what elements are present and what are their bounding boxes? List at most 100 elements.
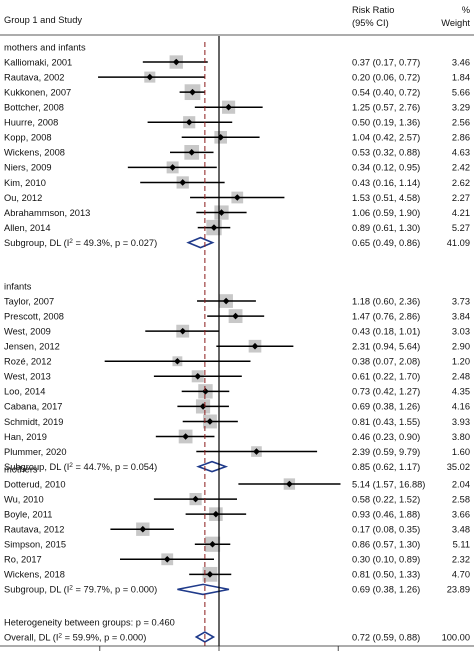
subgroup-weight: 41.09 [447, 238, 470, 248]
study-label: Bottcher, 2008 [4, 103, 64, 113]
study-point [163, 556, 171, 563]
overall-effect-ci: 0.72 (0.59, 0.88) [352, 632, 420, 642]
study-weight: 3.80 [452, 432, 470, 442]
study-weight: 2.42 [452, 163, 470, 173]
study-point [169, 164, 176, 171]
study-point [194, 373, 202, 380]
study-weight: 2.62 [452, 178, 470, 188]
study-effect-ci: 0.34 (0.12, 0.95) [352, 163, 420, 173]
study-label: Plummer, 2020 [4, 447, 67, 457]
study-weight: 2.58 [452, 494, 470, 504]
study-weight: 3.03 [452, 326, 470, 336]
study-label: Han, 2019 [4, 432, 47, 442]
study-weight: 1.20 [452, 357, 470, 367]
study-weight: 5.11 [453, 540, 470, 550]
study-weight: 1.84 [452, 72, 470, 82]
study-point [146, 73, 154, 81]
study-weight: 4.16 [452, 402, 470, 412]
header: Group 1 and Study Risk Ratio (95% CI) % … [4, 5, 470, 28]
study-point [253, 448, 260, 455]
study-point [251, 342, 259, 350]
study-effect-ci: 0.17 (0.08, 0.35) [352, 525, 420, 535]
plot-area [98, 36, 341, 646]
study-effect-ci: 0.86 (0.57, 1.30) [352, 540, 420, 550]
study-label: Loo, 2014 [4, 387, 45, 397]
study-label: Wickens, 2008 [4, 148, 65, 158]
study-label: West, 2009 [4, 326, 51, 336]
study-effect-ci: 0.20 (0.06, 0.72) [352, 72, 420, 82]
study-effect-ci: 0.53 (0.32, 0.88) [352, 148, 420, 158]
study-effect-ci: 0.61 (0.22, 1.70) [352, 372, 420, 382]
study-effect-ci: 0.81 (0.43, 1.55) [352, 417, 420, 427]
study-weight: 4.21 [452, 208, 470, 218]
study-effect-ci: 0.43 (0.18, 1.01) [352, 326, 420, 336]
study-weight: 3.73 [452, 296, 470, 306]
study-point [232, 312, 239, 320]
study-label: Taylor, 2007 [4, 296, 54, 306]
study-effect-ci: 1.47 (0.76, 2.86) [352, 311, 420, 321]
study-weight: 3.48 [452, 525, 470, 535]
subgroup-weight: 35.02 [447, 462, 470, 472]
study-label: Simpson, 2015 [4, 540, 66, 550]
table-rows: mothers and infants Kalliomaki, 2001 0.37 … [4, 42, 470, 642]
study-weight: 1.60 [452, 447, 470, 457]
header-effect-label-2: (95% CI) [352, 18, 389, 28]
study-point [286, 480, 293, 488]
study-weight: 3.66 [452, 509, 470, 519]
study-weight: 3.29 [452, 103, 470, 113]
header-group-label: Group 1 and Study [4, 15, 82, 25]
study-label: Wickens, 2018 [4, 570, 65, 580]
study-weight: 4.63 [452, 148, 470, 158]
study-weight: 2.90 [452, 342, 470, 352]
subgroup-diamond [196, 460, 229, 473]
study-point [233, 194, 241, 201]
study-label: Allen, 2014 [4, 223, 51, 233]
heterogeneity-between: Heterogeneity between groups: p = 0.460 [4, 617, 175, 627]
study-label: Abrahammson, 2013 [4, 208, 90, 218]
subgroup-effect-ci: 0.65 (0.49, 0.86) [352, 238, 420, 248]
study-point [189, 88, 196, 96]
study-point [182, 433, 189, 440]
header-weight-label-1: % [462, 5, 470, 15]
study-effect-ci: 0.58 (0.22, 1.52) [352, 494, 420, 504]
study-point [185, 118, 193, 126]
study-point [139, 525, 147, 533]
study-effect-ci: 0.37 (0.17, 0.77) [352, 57, 420, 67]
study-effect-ci: 0.46 (0.23, 0.90) [352, 432, 420, 442]
study-weight: 3.84 [452, 311, 470, 321]
study-label: Huurre, 2008 [4, 118, 58, 128]
study-label: Ro, 2017 [4, 555, 42, 565]
study-label: Rautava, 2012 [4, 525, 64, 535]
study-effect-ci: 2.31 (0.94, 5.64) [352, 342, 420, 352]
study-effect-ci: 1.04 (0.42, 2.57) [352, 133, 420, 143]
subgroup-diamond [177, 583, 230, 596]
study-label: West, 2013 [4, 372, 51, 382]
group-title: infants [4, 281, 32, 291]
subgroup-weight: 23.89 [447, 585, 470, 595]
study-effect-ci: 1.25 (0.57, 2.76) [352, 103, 420, 113]
study-point [212, 510, 220, 518]
header-effect-label-1: Risk Ratio [352, 5, 394, 15]
study-weight: 2.48 [452, 372, 470, 382]
study-weight: 2.27 [452, 193, 470, 203]
header-weight-label-2: Weight [441, 18, 470, 28]
study-weight: 5.27 [452, 223, 470, 233]
study-point [225, 103, 232, 111]
study-label: Jensen, 2012 [4, 342, 60, 352]
study-effect-ci: 2.39 (0.59, 9.79) [352, 447, 420, 457]
study-weight: 3.46 [452, 57, 470, 67]
study-effect-ci: 1.53 (0.51, 4.58) [352, 193, 420, 203]
study-effect-ci: 0.69 (0.38, 1.26) [352, 402, 420, 412]
study-weight: 4.70 [452, 570, 470, 580]
study-point [222, 297, 230, 305]
study-weight: 4.35 [452, 387, 470, 397]
study-point [210, 224, 218, 231]
study-point [172, 58, 180, 66]
group-title: mothers and infants [4, 42, 86, 52]
study-point [206, 418, 214, 425]
study-label: Boyle, 2011 [4, 509, 52, 519]
study-point [202, 388, 209, 395]
study-effect-ci: 0.38 (0.07, 2.08) [352, 357, 420, 367]
study-label: Rozé, 2012 [4, 357, 52, 367]
study-point [179, 327, 187, 335]
